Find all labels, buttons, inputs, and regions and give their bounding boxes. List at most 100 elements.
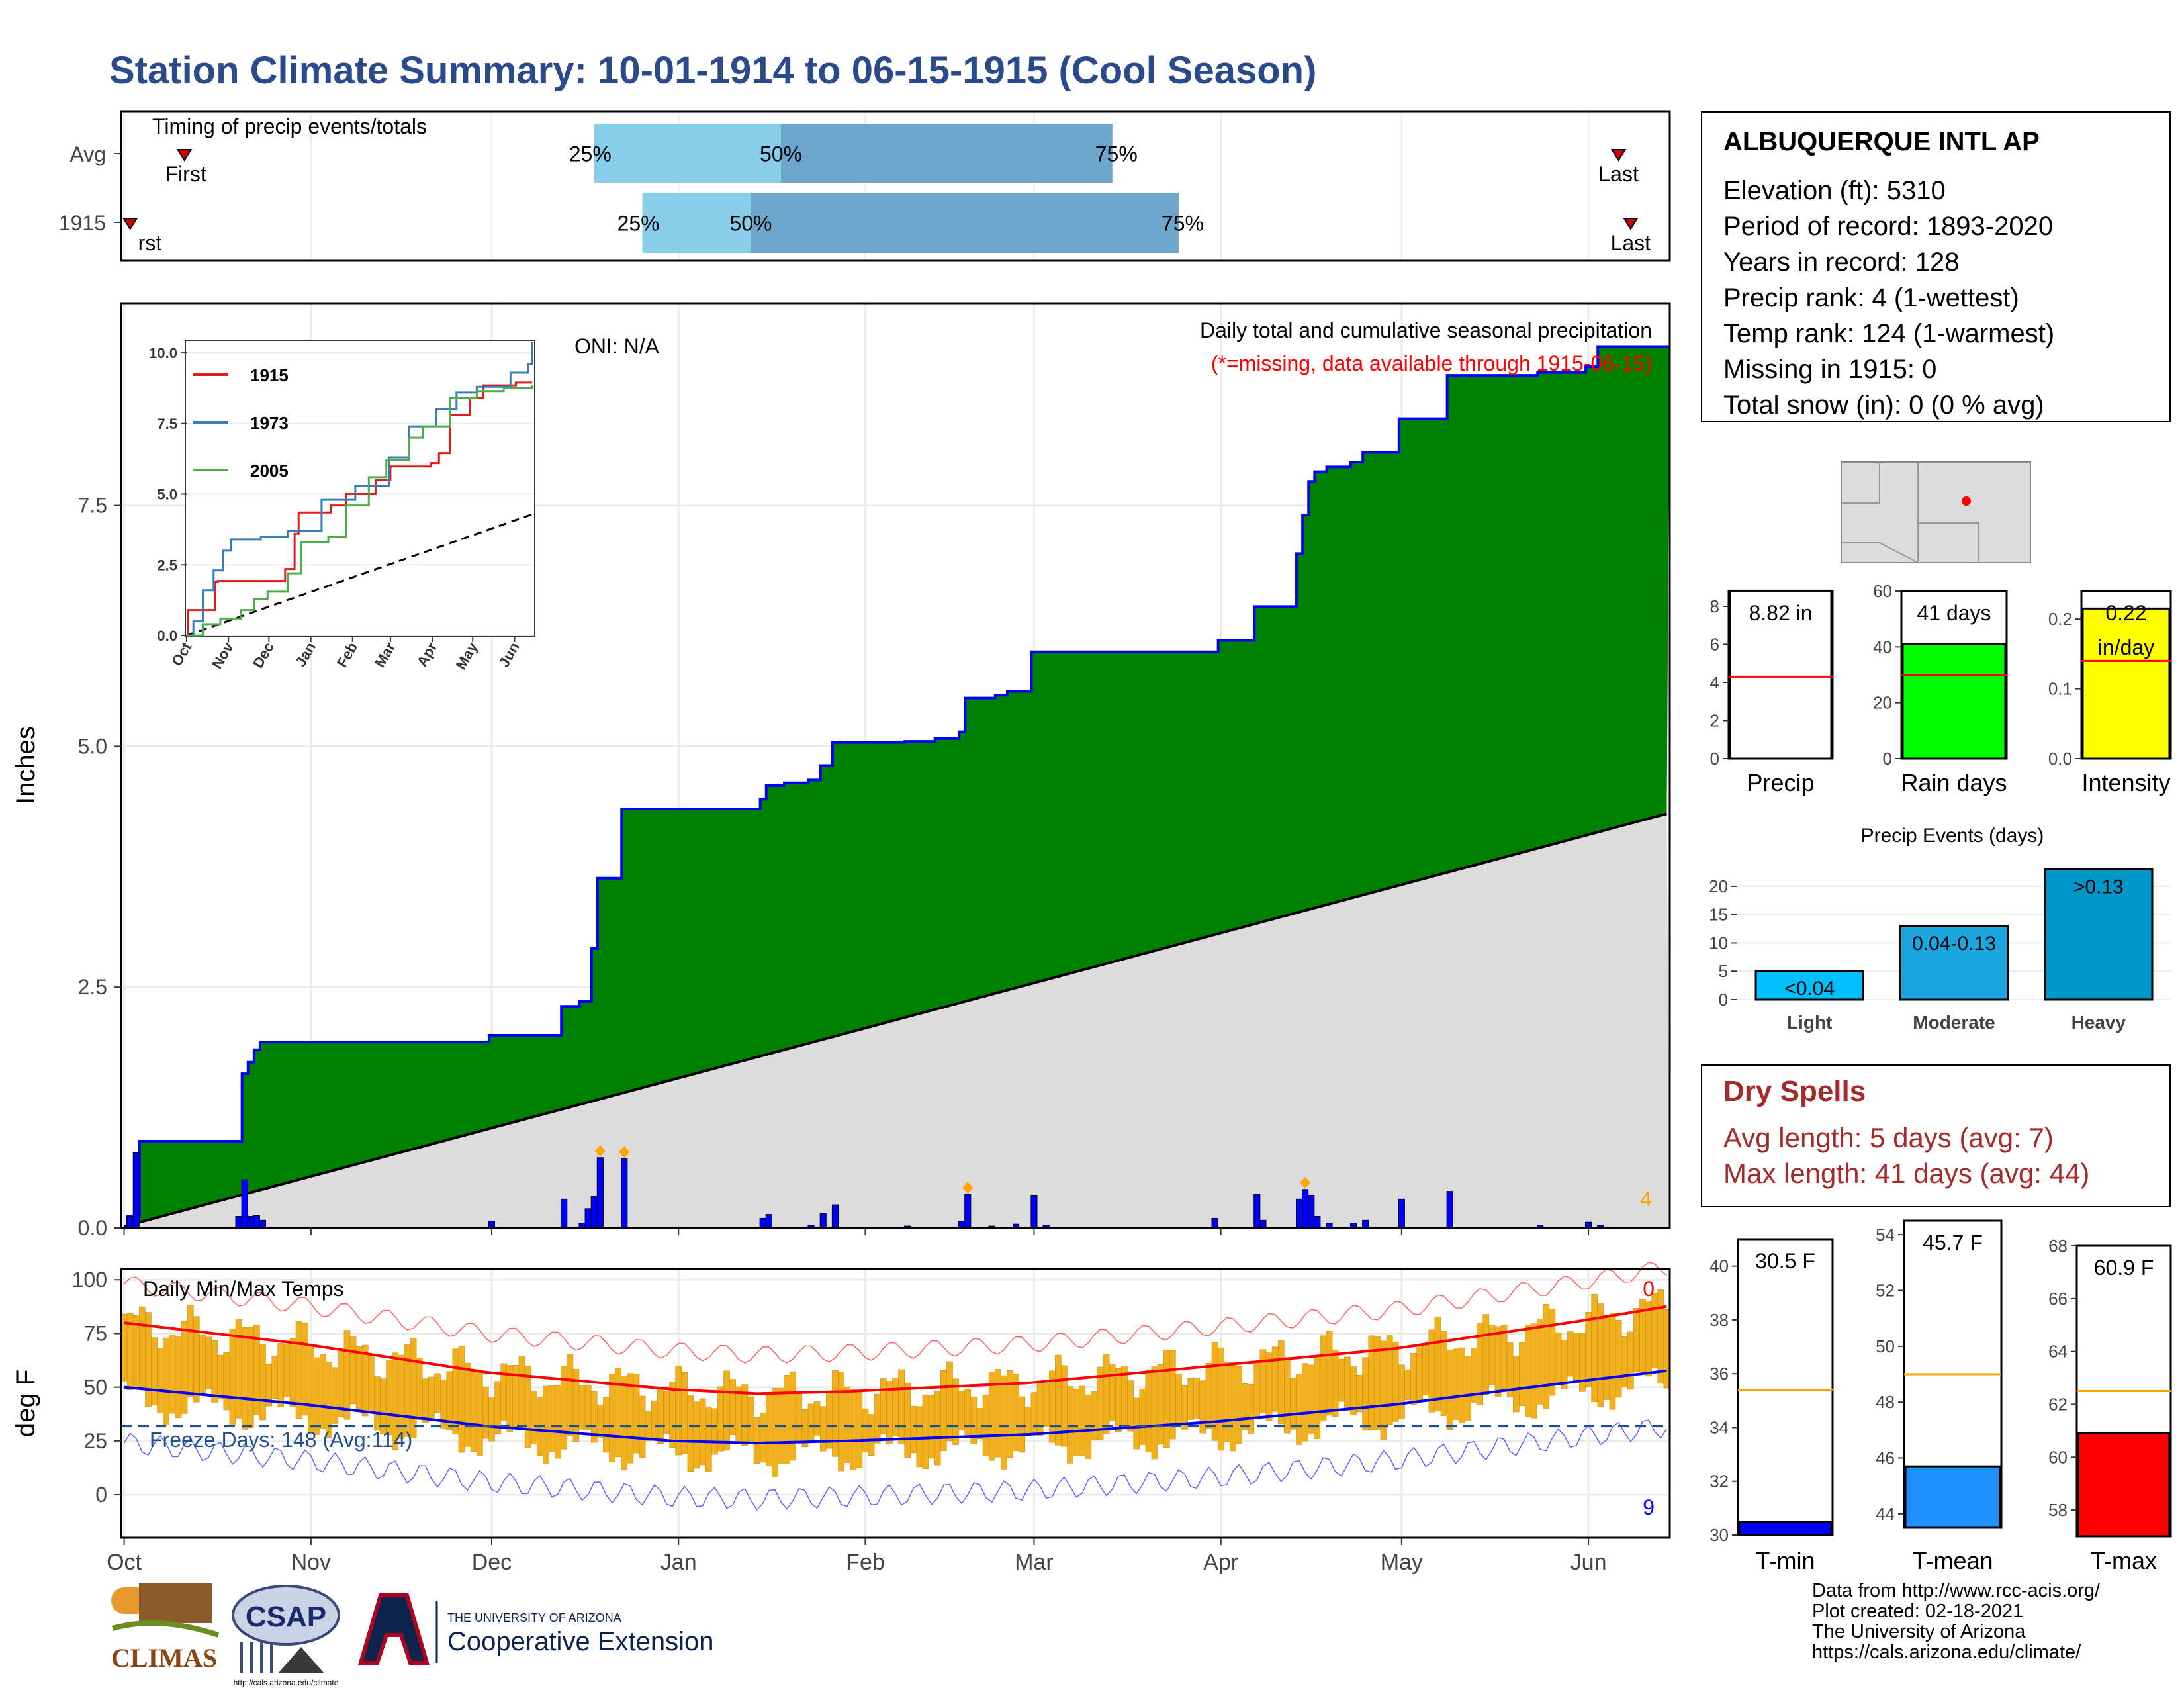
- daily-temp-bar: [807, 1403, 815, 1441]
- credits-line-created: Plot created: 02-18-2021: [1812, 1601, 2024, 1622]
- events-y-tick-label: 20: [1709, 876, 1728, 896]
- daily-temp-bar: [283, 1344, 291, 1397]
- timing-labels: 25% 50% 75% First Last 25% 50% 75% rst Last: [122, 142, 1651, 255]
- station-missing: Missing in 1915: 0: [1723, 355, 1937, 384]
- events-category-label: Light: [1787, 1012, 1832, 1033]
- daily-temp-bar: [1019, 1396, 1026, 1453]
- daily-temp-bar: [175, 1336, 182, 1418]
- daily-temp-bar: [500, 1363, 507, 1421]
- ua-big-text: Cooperative Extension: [447, 1627, 713, 1656]
- mini-panel-tick-label: 68: [2048, 1236, 2068, 1256]
- daily-temp-bar: [567, 1354, 574, 1436]
- legend-label-2005: 2005: [250, 461, 289, 481]
- daily-temp-bar: [1079, 1385, 1086, 1456]
- daily-temp-bar: [139, 1306, 146, 1388]
- dry-spells-box: Dry Spells Avg length: 5 days (avg: 7) M…: [1701, 1064, 2171, 1207]
- daily-temp-bar: [1410, 1353, 1417, 1405]
- daily-temp-bar: [410, 1338, 417, 1438]
- average-max-temp-line: [124, 1305, 1667, 1395]
- daily-temp-bar: [217, 1354, 224, 1399]
- temperature-y-axis-label: deg F: [11, 1370, 40, 1437]
- daily-precip-bar: [1308, 1195, 1315, 1229]
- daily-temp-bar: [1398, 1364, 1405, 1419]
- daily-temp-bar: [669, 1382, 676, 1448]
- precip-y-tick-label: 2.5: [78, 975, 107, 999]
- daily-temp-bar: [1482, 1314, 1490, 1395]
- daily-temp-bar: [910, 1405, 917, 1454]
- daily-temp-bar: [386, 1360, 392, 1436]
- mini-panel-tick-label: 32: [1709, 1472, 1729, 1491]
- daily-temp-bar: [241, 1327, 248, 1430]
- mini-panel-frame: [1737, 1238, 1834, 1536]
- timing-label-q75: 75%: [1095, 142, 1138, 166]
- daily-temp-bar: [1290, 1378, 1297, 1430]
- daily-temp-bar: [1609, 1313, 1616, 1410]
- top-temp-count: 0: [1643, 1277, 1655, 1301]
- events-category-label: Moderate: [1913, 1012, 1995, 1033]
- cumulative-precip-line: [121, 345, 1670, 1229]
- daily-temp-bar: [434, 1373, 441, 1413]
- precip-chart-title: Daily total and cumulative seasonal prec…: [1200, 318, 1652, 342]
- daily-temp-bar: [1591, 1293, 1598, 1402]
- climas-earth-shape: [139, 1583, 212, 1623]
- mini-panel-value-label: 60.9 F: [2094, 1256, 2154, 1280]
- daily-temp-bar: [1633, 1307, 1640, 1372]
- month-tick-label: Nov: [291, 1550, 331, 1575]
- daily-temp-bar: [1651, 1293, 1659, 1368]
- mini-temperature-panels: 30 32 34 36 38 40 30.5 F T-min 44 46 48 50 52 54 45.7 …: [1709, 1219, 2172, 1574]
- timing-label-q50: 50%: [760, 142, 802, 166]
- daily-temp-bar: [1434, 1317, 1441, 1411]
- mini-panel-tick-label: 46: [1876, 1448, 1895, 1468]
- daily-temp-bar: [1320, 1335, 1327, 1421]
- precip-y-axis-label: Inches: [11, 726, 40, 804]
- daily-temp-bar: [952, 1378, 959, 1445]
- page-title: Station Climate Summary: 10-01-1914 to 0…: [109, 49, 1316, 92]
- daily-temp-bar: [609, 1374, 615, 1462]
- location-map: [1841, 461, 2031, 563]
- bottom-temp-count: 9: [1643, 1495, 1655, 1519]
- mini-panel-bar: [1901, 643, 2007, 760]
- daily-temp-bar: [332, 1367, 339, 1424]
- daily-temp-bar: [1277, 1340, 1285, 1425]
- first-event-label: rst: [138, 231, 162, 255]
- daily-temp-bar: [1253, 1362, 1261, 1418]
- daily-temp-bar: [584, 1385, 592, 1430]
- first-event-triangle-icon: [122, 218, 138, 230]
- mini-panel-value-label: 8.82 in: [1749, 601, 1812, 625]
- daily-temp-bar: [1205, 1363, 1212, 1429]
- daily-temp-bar: [699, 1398, 706, 1466]
- first-event-label: First: [165, 162, 206, 186]
- daily-temp-bar: [464, 1362, 471, 1447]
- mini-panel-tick-label: 4: [1710, 673, 1719, 692]
- inset-legend: 1915 1973 2005: [193, 365, 289, 481]
- mini-panel-tick-label: 40: [1709, 1256, 1729, 1276]
- mini-panel-tick-label: 0.1: [2048, 679, 2072, 699]
- csap-rain-lines: [240, 1642, 273, 1673]
- daily-temp-bar: [1537, 1318, 1544, 1405]
- daily-temp-bar: [132, 1315, 140, 1389]
- mini-panel-value-unit: in/day: [2098, 635, 2154, 659]
- temperature-chart-title: Daily Min/Max Temps: [143, 1277, 343, 1301]
- last-event-label: Last: [1611, 231, 1651, 255]
- daily-temp-bar: [1230, 1362, 1236, 1452]
- daily-temp-bar: [753, 1417, 760, 1464]
- last-event-triangle-icon: [1610, 149, 1627, 162]
- daily-temp-bar: [1115, 1368, 1122, 1432]
- mini-panel-x-label: T-min: [1756, 1547, 1815, 1574]
- csap-url-text: http://cals.arizona.edu/climate: [234, 1678, 339, 1687]
- daily-temp-bar: [657, 1389, 664, 1444]
- temperature-y-tick-label: 0: [95, 1483, 107, 1507]
- daily-temp-bar: [693, 1401, 700, 1469]
- precip-chart-subtitle: (*=missing, data available through 1915-…: [1211, 352, 1652, 375]
- daily-temp-bar: [904, 1382, 911, 1458]
- daily-temp-bar: [1236, 1366, 1242, 1444]
- daily-temp-bar: [428, 1376, 435, 1421]
- daily-temp-bar: [1657, 1289, 1664, 1384]
- daily-temp-bar: [711, 1408, 718, 1455]
- mini-panel-tick-label: 66: [2048, 1289, 2068, 1309]
- station-name: ALBUQUERQUE INTL AP: [1723, 127, 2040, 156]
- daily-temp-bar: [289, 1338, 296, 1407]
- inset-y-tick-label: 7.5: [157, 416, 177, 432]
- station-location-marker: [1962, 496, 1971, 506]
- mini-panel-tick-label: 30: [1709, 1525, 1729, 1545]
